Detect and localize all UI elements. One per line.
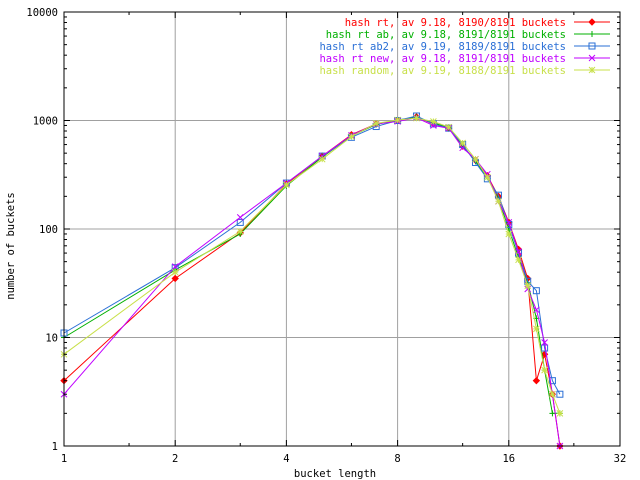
data-point-star	[348, 133, 355, 140]
x-tick-label: 8	[394, 453, 400, 465]
data-point-x	[505, 219, 513, 226]
x-axis-label: bucket length	[294, 468, 376, 480]
data-point-x	[541, 339, 548, 346]
data-point-star	[533, 325, 540, 333]
data-point-star	[505, 230, 513, 238]
x-tick-label: 32	[614, 453, 627, 465]
data-point-plus	[549, 410, 556, 417]
data-point-star	[459, 139, 467, 147]
data-point-star	[472, 155, 479, 163]
grid	[64, 12, 620, 446]
data-point-star	[556, 409, 564, 417]
data-point-x	[484, 170, 491, 178]
legend-label: hash rt ab, av 9.18, 8191/8191 buckets	[326, 29, 566, 41]
y-tick-label: 1000	[33, 116, 58, 128]
data-point-star	[541, 366, 548, 374]
data-point-star	[430, 118, 437, 125]
data-point-square	[236, 218, 244, 226]
series-line	[63, 117, 561, 447]
data-point-star	[515, 256, 522, 264]
data-point-x	[524, 285, 532, 293]
data-point-square	[548, 377, 556, 385]
data-point-x	[171, 263, 179, 270]
x-tick-label: 16	[502, 453, 515, 465]
data-point-star	[413, 114, 420, 122]
y-tick-label: 100	[39, 224, 58, 236]
data-point-star	[549, 390, 556, 398]
data-point-x	[236, 214, 244, 221]
legend: hash rt, av 9.18, 8190/8191 bucketshash …	[319, 17, 610, 77]
data-point-star	[484, 173, 491, 181]
data-point-star	[394, 116, 401, 124]
y-tick-label: 10000	[26, 7, 58, 19]
legend-label: hash rt ab2, av 9.19, 8189/8191 buckets	[319, 41, 566, 53]
legend-label: hash rt, av 9.18, 8190/8191 buckets	[345, 17, 566, 29]
data-point-square	[532, 287, 540, 295]
data-point-star	[445, 123, 453, 131]
data-point-star	[171, 268, 179, 276]
y-tick-label: 10	[45, 333, 58, 345]
data-point-star	[588, 66, 596, 74]
data-point-star	[524, 282, 532, 290]
series-line	[63, 117, 561, 414]
data-point-plus	[589, 31, 595, 37]
data-point-diamond	[171, 274, 179, 283]
x-tick-label: 1	[61, 453, 67, 465]
data-point-x	[533, 306, 540, 314]
legend-label: hash random, av 9.19, 8188/8191 buckets	[319, 65, 566, 77]
y-tick-label: 1	[52, 441, 58, 453]
data-point-star	[318, 155, 326, 163]
data-point-star	[495, 197, 502, 205]
legend-label: hash rt new, av 9.18, 8191/8191 buckets	[319, 53, 566, 65]
axis-ticks: 1 10 100 1000 10000 1 2 4 8 16 32	[26, 7, 626, 465]
y-axis-label: number of buckets	[5, 192, 17, 299]
data-point-diamond	[532, 376, 541, 385]
data-point-square	[588, 42, 596, 50]
data-point-star	[372, 120, 380, 127]
data-point-diamond	[588, 18, 596, 26]
data-point-x	[588, 54, 596, 62]
x-tick-label: 4	[283, 453, 289, 465]
x-tick-label: 2	[172, 453, 178, 465]
data-point-star	[283, 181, 290, 189]
data-point-star	[236, 228, 244, 235]
data-point-square	[556, 390, 564, 398]
